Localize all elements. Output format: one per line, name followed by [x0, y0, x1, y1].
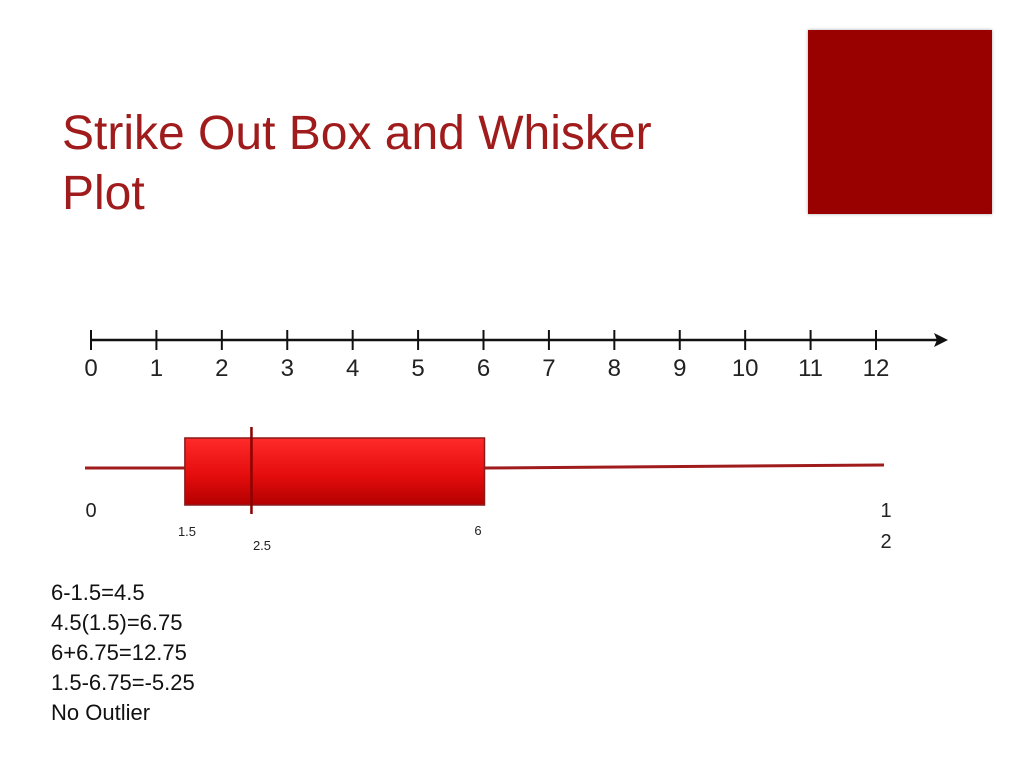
axis-tick-label-2: 2 — [215, 355, 228, 382]
axis-tick-label-6: 6 — [477, 355, 490, 382]
axis-tick-label-11: 11 — [798, 355, 823, 382]
median-label: 2.5 — [253, 538, 271, 553]
title-line-1: Strike Out Box and Whisker — [62, 107, 652, 160]
axis-tick-label-3: 3 — [281, 355, 294, 382]
min-label: 0 — [85, 500, 96, 522]
calculation-line: 6-1.5=4.5 — [51, 580, 145, 605]
axis-tick-label-4: 4 — [346, 355, 359, 382]
axis-tick-label-1: 1 — [150, 355, 163, 382]
axis-tick-label-7: 7 — [542, 355, 555, 382]
calculation-line: 4.5(1.5)=6.75 — [51, 610, 183, 635]
axis-tick-label-0: 0 — [84, 355, 97, 382]
number-line: 0 1 2 3 4 5 6 7 8 9 10 11 12 — [84, 330, 948, 382]
iqr-box — [184, 437, 486, 506]
max-label-line-2: 2 — [880, 531, 891, 553]
value-labels: 0 1 2 1.5 2.5 6 — [85, 500, 891, 553]
calculation-line: 1.5-6.75=-5.25 — [51, 670, 195, 695]
q3-label: 6 — [474, 523, 481, 538]
slide-title: Strike Out Box and Whisker Plot — [62, 104, 782, 224]
title-line-2: Plot — [62, 167, 145, 220]
max-label-line-1: 1 — [880, 500, 891, 522]
q1-label: 1.5 — [178, 524, 196, 539]
calculation-line: 6+6.75=12.75 — [51, 640, 187, 665]
axis-arrow-icon — [934, 333, 948, 347]
right-whisker — [484, 463, 885, 470]
calculation-list: 6-1.5=4.5 4.5(1.5)=6.75 6+6.75=12.75 1.5-6.… — [51, 578, 195, 728]
axis-tick-label-8: 8 — [608, 355, 621, 382]
axis-tick-label-5: 5 — [411, 355, 424, 382]
axis-tick-label-12: 12 — [863, 355, 890, 382]
box-plot — [85, 427, 885, 514]
axis-tick-label-9: 9 — [673, 355, 686, 382]
calculation-line: No Outlier — [51, 700, 151, 725]
accent-square — [808, 30, 992, 214]
axis-tick-label-10: 10 — [732, 355, 759, 382]
